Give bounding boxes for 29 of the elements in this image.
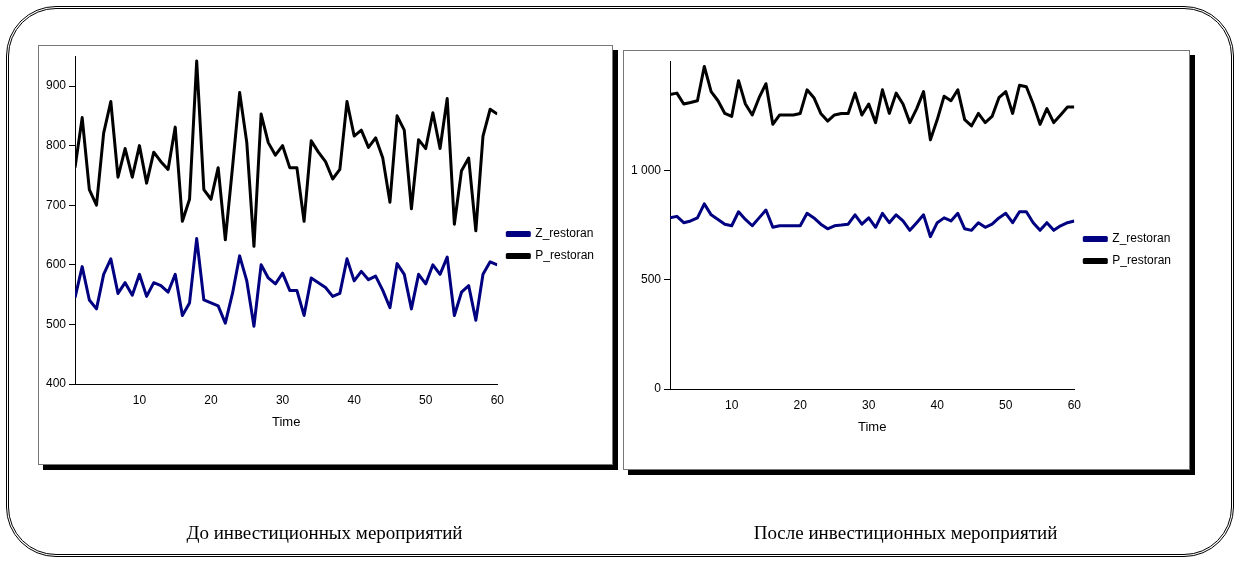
text: После инвестиционных мероприятий — [752, 522, 1059, 544]
x-tick-label: 60 — [490, 392, 505, 407]
x-tick-label: 20 — [204, 392, 218, 407]
x-tick-label: 10 — [132, 392, 147, 407]
y-tick-label: 0 — [654, 381, 662, 396]
x-tick-label: 40 — [347, 392, 362, 407]
x-axis-title: Time — [857, 418, 887, 434]
y-tick-label: 500 — [45, 316, 67, 331]
y-tick-label: 1 000 — [631, 162, 662, 177]
x-tick-label: 10 — [725, 397, 739, 412]
x-tick-label: 30 — [862, 397, 876, 412]
x-tick-label: 50 — [999, 397, 1013, 412]
x-tick-label: 60 — [1067, 397, 1082, 412]
y-tick-label: 600 — [45, 257, 67, 272]
legend-label: Z_restoran — [535, 226, 594, 241]
legend-label: P_restoran — [1112, 253, 1171, 268]
y-tick-label: 700 — [45, 197, 67, 212]
x-tick-label: 20 — [793, 397, 808, 412]
y-tick-label: 500 — [641, 272, 662, 287]
x-tick-label: 50 — [419, 392, 433, 407]
legend-label: P_restoran — [535, 248, 594, 263]
y-tick-label: 900 — [45, 78, 67, 93]
y-tick-label: 400 — [45, 376, 67, 391]
text: До инвестиционных мероприятий — [185, 522, 464, 544]
x-tick-label: 30 — [275, 392, 290, 407]
y-tick-label: 800 — [45, 137, 67, 152]
x-tick-label: 40 — [930, 397, 945, 412]
x-axis-title: Time — [271, 413, 301, 429]
legend-label: Z_restoran — [1112, 231, 1171, 246]
